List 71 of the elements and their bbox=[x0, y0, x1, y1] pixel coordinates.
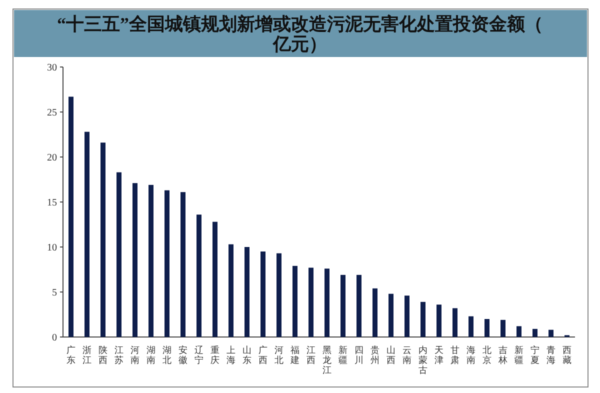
x-tick-label: 山东 bbox=[242, 345, 252, 365]
y-tick-label: 30 bbox=[47, 62, 57, 74]
x-tick-label: 湖南 bbox=[146, 345, 156, 365]
x-tick-label: 西藏 bbox=[562, 345, 572, 365]
bar bbox=[356, 274, 362, 337]
y-tick-label: 5 bbox=[52, 288, 57, 298]
bar bbox=[388, 294, 394, 337]
bar bbox=[68, 96, 74, 337]
x-tick-label: 甘肃 bbox=[450, 345, 460, 365]
x-tick-label: 浙江 bbox=[82, 345, 92, 365]
x-tick-label: 广西 bbox=[258, 345, 268, 365]
bar bbox=[116, 172, 122, 337]
bar bbox=[372, 288, 378, 337]
bar bbox=[452, 308, 458, 337]
x-tick-label: 河南 bbox=[130, 345, 140, 365]
x-tick-label: 安徽 bbox=[178, 345, 188, 365]
x-tick-label: 上海 bbox=[226, 345, 236, 365]
y-tick-label: 0 bbox=[52, 332, 57, 344]
x-tick-label: 江西 bbox=[306, 345, 316, 365]
bar bbox=[484, 319, 490, 337]
x-tick-label: 广东 bbox=[66, 345, 76, 365]
bar bbox=[436, 304, 442, 337]
bar bbox=[548, 330, 554, 337]
x-tick-label: 天津 bbox=[434, 345, 444, 365]
bar bbox=[244, 247, 250, 337]
x-tick-label: 湖北 bbox=[162, 345, 172, 365]
bar bbox=[404, 296, 410, 337]
bar bbox=[532, 328, 538, 337]
y-tick-label: 20 bbox=[47, 152, 57, 164]
bar bbox=[276, 253, 282, 337]
x-tick-label: 新疆 bbox=[338, 345, 348, 365]
bar bbox=[260, 252, 266, 337]
bar bbox=[324, 268, 330, 337]
y-tick-label: 25 bbox=[47, 108, 57, 118]
chart-title: “十三五”全国城镇规划新增或改造污泥无害化处置投资金额（亿元） bbox=[57, 14, 543, 54]
y-tick-label: 10 bbox=[47, 242, 57, 254]
x-tick-label: 辽宁 bbox=[194, 345, 204, 365]
bar bbox=[340, 274, 346, 337]
x-tick-label: 贵州 bbox=[370, 345, 380, 365]
x-tick-label: 陕西 bbox=[98, 345, 108, 365]
x-tick-label: 宁夏 bbox=[530, 345, 540, 365]
x-tick-label: 青海 bbox=[546, 345, 556, 365]
bar bbox=[228, 244, 234, 337]
x-tick-label: 福建 bbox=[290, 345, 300, 365]
bar bbox=[180, 192, 186, 337]
bar bbox=[196, 214, 202, 337]
x-tick-label: 新疆 bbox=[514, 345, 524, 365]
x-tick-label: 云南 bbox=[402, 345, 412, 365]
x-tick-label: 山西 bbox=[386, 345, 396, 365]
bar bbox=[516, 326, 522, 337]
bar bbox=[468, 316, 474, 337]
bar bbox=[148, 184, 154, 337]
x-tick-label: 内蒙古 bbox=[418, 345, 428, 375]
bar bbox=[292, 266, 298, 337]
x-tick-label: 吉林 bbox=[498, 345, 508, 365]
x-tick-label: 江苏 bbox=[114, 345, 124, 365]
bar bbox=[132, 183, 138, 337]
bar bbox=[164, 190, 170, 337]
x-tick-label: 北京 bbox=[482, 345, 492, 365]
x-tick-label: 河北 bbox=[274, 345, 284, 365]
bar bbox=[100, 142, 106, 337]
bar bbox=[500, 320, 506, 337]
x-tick-label: 海南 bbox=[466, 345, 476, 365]
bar bbox=[84, 132, 90, 337]
y-tick-label: 15 bbox=[47, 198, 57, 208]
bar bbox=[420, 302, 426, 337]
x-tick-label: 黑龙江 bbox=[322, 345, 332, 375]
bar bbox=[212, 222, 218, 337]
x-tick-label: 四川 bbox=[354, 345, 364, 365]
bar bbox=[308, 268, 314, 337]
x-tick-label: 重庆 bbox=[210, 345, 220, 365]
